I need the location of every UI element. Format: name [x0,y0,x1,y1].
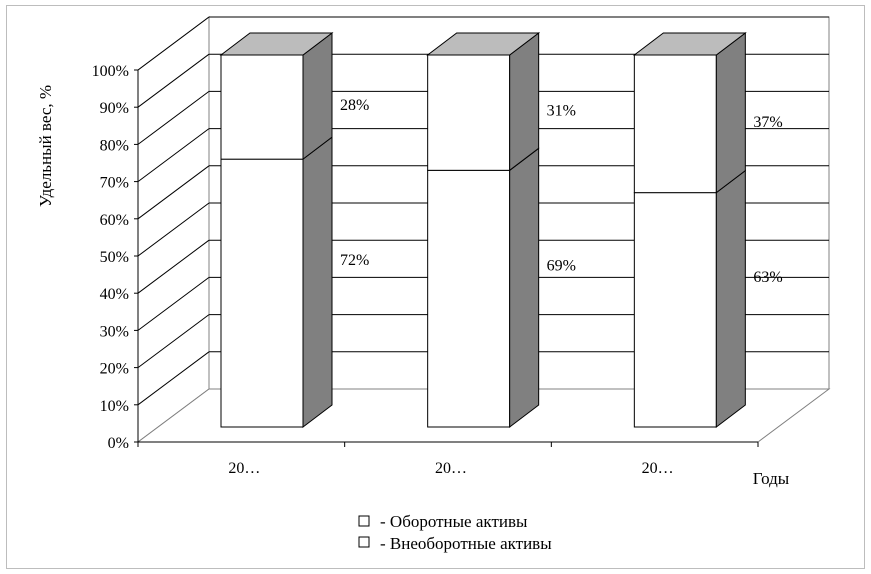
bar-segment-current-assets [220,54,304,160]
gridline-side [137,53,210,108]
bar-side-noncurrent-assets [715,169,746,429]
x-tick-labels: 20… 20… 20… [228,460,673,477]
bar-segment-noncurrent-assets [633,192,717,428]
bar-segment-noncurrent-assets [220,158,304,428]
bar-top-cap [426,32,541,56]
bar-top-cap [632,32,747,56]
gridline-side [137,16,210,71]
y-tick-labels: 0% 10% 20% 30% 40% 50% 60% 70% 80% 90% 100% [92,63,129,452]
bar-side-current-assets [715,31,746,194]
gridline-side [137,239,210,294]
legend-label-noncurrent-assets: - Внеоборотные активы [380,534,552,553]
y-tick-label: 0% [108,435,129,452]
bars [219,31,747,429]
bar-segment-current-assets [427,54,511,171]
y-tick-label: 40% [100,286,129,303]
gridline-side [137,276,210,331]
data-label-current-assets: 28% [340,97,369,114]
data-label-noncurrent-assets: 69% [547,258,576,275]
bar-top-cap [219,32,334,56]
gridline-side [137,128,210,183]
y-tick-label: 10% [100,398,129,415]
legend-swatch-noncurrent-assets [358,536,370,548]
gridline-side [137,314,210,369]
y-tick-label: 80% [100,137,129,154]
x-tick-label: 20… [228,460,260,477]
legend-label-current-assets: - Оборотные активы [380,512,528,531]
gridline-side [137,351,210,406]
bar-side-noncurrent-assets [509,147,540,429]
y-tick-label: 50% [100,249,129,266]
legend: - Оборотные активы - Внеоборотные активы [358,512,552,553]
y-tick-label: 30% [100,323,129,340]
gridline-side [137,165,210,220]
x-axis-label: Годы [753,469,790,488]
gridline-side [137,202,210,257]
y-axis-label: Удельный вес, % [36,85,55,207]
bar-side-noncurrent-assets [302,136,333,429]
y-tick-label: 60% [100,212,129,229]
data-label-current-assets: 31% [547,103,576,120]
y-tick-label: 70% [100,175,129,192]
data-label-current-assets: 37% [753,114,782,131]
data-label-noncurrent-assets: 72% [340,252,369,269]
data-label-noncurrent-assets: 63% [753,269,782,286]
y-tick-label: 90% [100,100,129,117]
y-tick-label: 100% [92,63,129,80]
x-tick-label: 20… [435,460,467,477]
bar-segment-noncurrent-assets [427,169,511,428]
y-tick-label: 20% [100,361,129,378]
legend-swatch-current-assets [358,515,370,527]
data-labels: 28% 72% 31% 69% 37% 63% [340,97,783,286]
bar-segment-current-assets [633,54,717,194]
gridline-side [137,90,210,145]
bar-side-current-assets [509,31,540,172]
x-tick-label: 20… [642,460,674,477]
